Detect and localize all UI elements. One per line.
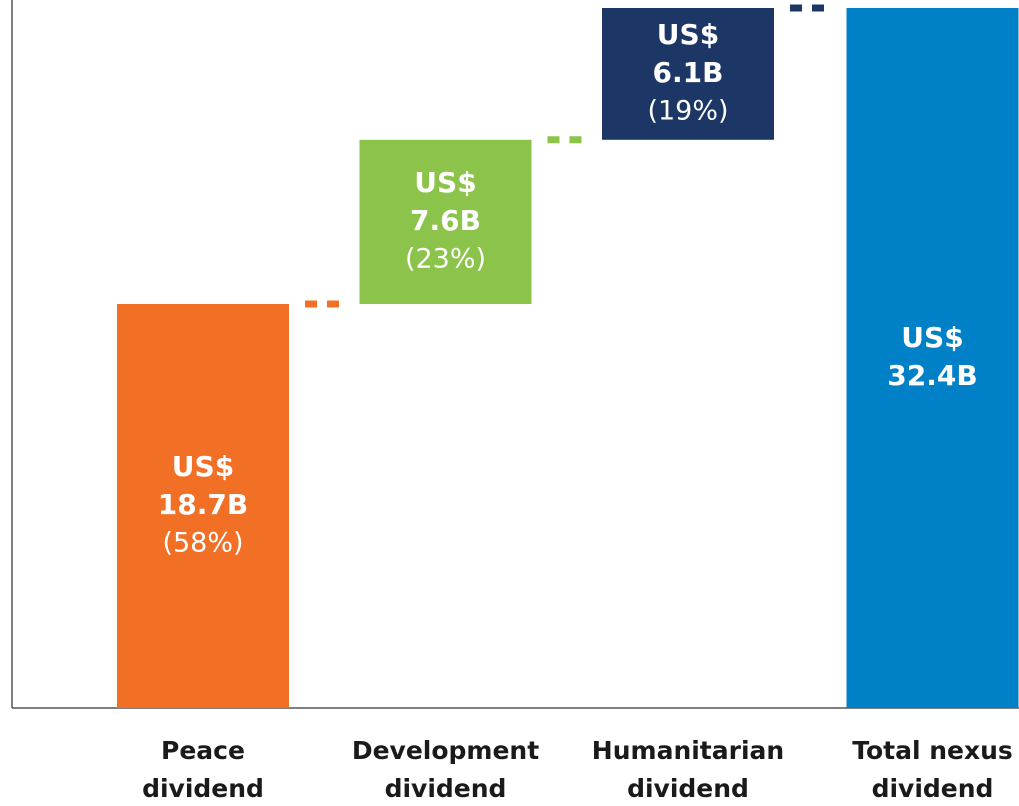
x-tick-label: Peace	[161, 736, 245, 765]
share-label: (23%)	[405, 243, 486, 274]
value-label: US$	[414, 166, 476, 199]
value-label: US$	[657, 18, 719, 51]
share-label: (58%)	[162, 527, 243, 558]
x-tick-label: Total nexus	[852, 736, 1013, 765]
value-label: 18.7B	[158, 488, 248, 521]
x-tick-label: dividend	[385, 774, 507, 803]
bar	[117, 303, 289, 708]
value-label: 7.6B	[410, 204, 481, 237]
value-label: 6.1B	[653, 56, 724, 89]
x-tick-label: Development	[352, 736, 539, 765]
share-label: (19%)	[647, 95, 728, 126]
x-tick-label: dividend	[142, 774, 264, 803]
x-tick-label: dividend	[872, 774, 994, 803]
bar	[846, 8, 1019, 708]
bar	[602, 8, 774, 140]
value-label: US$	[172, 450, 234, 483]
bar	[359, 139, 532, 304]
x-tick-label: Humanitarian	[592, 736, 784, 765]
value-label: 32.4B	[887, 359, 977, 392]
x-tick-label: dividend	[627, 774, 749, 803]
value-label: US$	[901, 321, 963, 354]
